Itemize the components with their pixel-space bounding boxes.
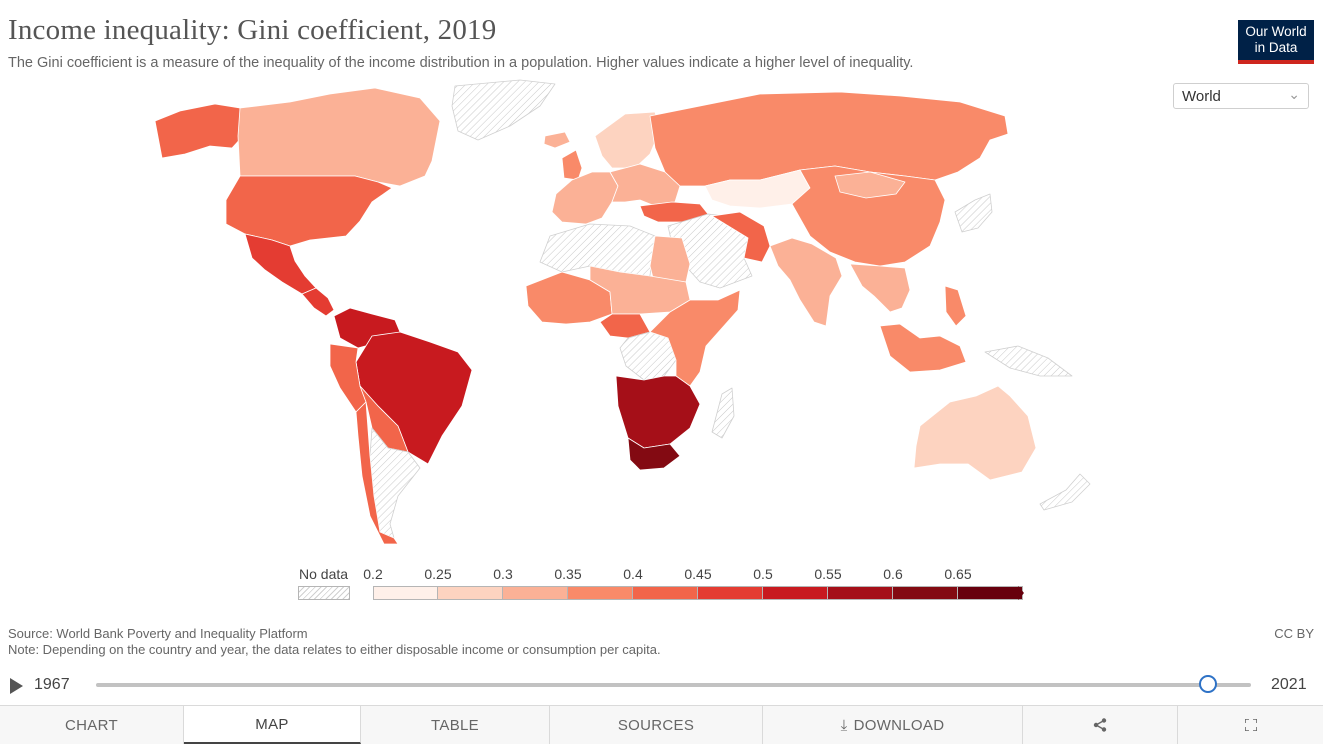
source-note: Source: World Bank Poverty and Inequalit…: [8, 626, 308, 641]
tab-download[interactable]: ⤓ DOWNLOAD: [763, 706, 1023, 744]
legend-bin-3[interactable]: [568, 586, 633, 600]
map-region-canada[interactable]: [237, 87, 441, 187]
owid-logo[interactable]: Our World in Data: [1238, 20, 1314, 64]
legend-bin-9[interactable]: [958, 586, 1023, 600]
map-region-southeast-asia[interactable]: [849, 263, 911, 313]
timeline-slider: 1967 2021: [0, 670, 1323, 700]
tab-map[interactable]: MAP: [184, 706, 361, 744]
legend-open-end-arrow: [1018, 586, 1024, 600]
world-map: [154, 79, 1091, 545]
chart-subtitle: The Gini coefficient is a measure of the…: [8, 55, 914, 71]
legend-bin-1[interactable]: [438, 586, 503, 600]
map-region-iran[interactable]: [711, 211, 771, 263]
region-select[interactable]: World ⌄: [1173, 83, 1309, 109]
map-legend: No data 0.2 0.25 0.3 0.35 0.4 0.45 0.5 0.55 0.6 0…: [0, 562, 1323, 607]
legend-tick-label: 0.6: [883, 566, 903, 582]
map-region-indonesia[interactable]: [879, 323, 967, 373]
map-region-australia[interactable]: [913, 385, 1037, 481]
map-region-greenland[interactable]: [451, 79, 556, 141]
tab-chart[interactable]: CHART: [0, 706, 184, 744]
timeline-handle[interactable]: [1199, 675, 1218, 693]
map-region-india[interactable]: [769, 237, 843, 327]
tab-download-label: DOWNLOAD: [853, 716, 945, 734]
legend-tick-label: 0.25: [424, 566, 452, 582]
legend-tick-label: 0.2: [363, 566, 383, 582]
download-icon: ⤓: [840, 716, 848, 734]
timeline-start-year: 1967: [34, 676, 70, 693]
map-region-japan-korea[interactable]: [954, 193, 993, 233]
map-region-south-africa[interactable]: [627, 437, 681, 471]
legend-bin-5[interactable]: [698, 586, 763, 600]
chevron-down-icon: ⌄: [1288, 86, 1300, 102]
legend-tick-label: 0.35: [554, 566, 582, 582]
license-link[interactable]: CC BY: [1274, 626, 1314, 641]
legend-bin-4[interactable]: [633, 586, 698, 600]
map-region-drc[interactable]: [619, 331, 677, 381]
footer-notes: Source: World Bank Poverty and Inequalit…: [8, 626, 661, 658]
map-region-philippines[interactable]: [944, 285, 967, 327]
legend-bin-8[interactable]: [893, 586, 958, 600]
play-icon[interactable]: [10, 678, 23, 694]
map-region-usa[interactable]: [225, 175, 393, 247]
data-note: Note: Depending on the country and year,…: [8, 642, 661, 657]
logo-line-1: Our World: [1245, 24, 1307, 39]
map-region-china[interactable]: [791, 165, 946, 267]
legend-tick-label: 0.3: [493, 566, 513, 582]
legend-no-data-swatch[interactable]: [298, 586, 350, 600]
map-region-alaska[interactable]: [154, 103, 244, 159]
chart-title: Income inequality: Gini coefficient, 201…: [8, 14, 497, 46]
tab-sources[interactable]: SOURCES: [550, 706, 763, 744]
map-region-scandinavia[interactable]: [594, 111, 661, 169]
map-region-madagascar[interactable]: [711, 387, 735, 439]
region-select-value: World: [1182, 88, 1221, 105]
timeline-track[interactable]: [96, 683, 1251, 687]
map-region-mongolia[interactable]: [834, 171, 906, 199]
share-button[interactable]: [1023, 706, 1178, 744]
legend-tick-label: 0.65: [944, 566, 972, 582]
fullscreen-icon: [1244, 719, 1257, 731]
map-region-iceland[interactable]: [543, 131, 571, 149]
map-region-new-zealand[interactable]: [1039, 473, 1091, 511]
legend-tick-label: 0.45: [684, 566, 712, 582]
legend-tick-label: 0.55: [814, 566, 842, 582]
legend-bin-2[interactable]: [503, 586, 568, 600]
map-region-central-america[interactable]: [301, 287, 335, 317]
map-region-western-europe[interactable]: [551, 171, 619, 225]
legend-no-data-label: No data: [299, 566, 349, 582]
map-region-chile[interactable]: [355, 401, 399, 545]
tab-table[interactable]: TABLE: [361, 706, 550, 744]
map-region-east-africa[interactable]: [649, 289, 741, 387]
legend-bin-7[interactable]: [828, 586, 893, 600]
map-region-mexico[interactable]: [244, 233, 317, 295]
share-icon: [1093, 718, 1107, 732]
legend-bin-6[interactable]: [763, 586, 828, 600]
legend-bin-0[interactable]: [373, 586, 438, 600]
logo-line-2: in Data: [1254, 40, 1298, 55]
map-region-uk[interactable]: [561, 149, 583, 181]
timeline-end-year: 2021: [1271, 676, 1307, 693]
legend-tick-label: 0.4: [623, 566, 643, 582]
fullscreen-button[interactable]: [1178, 706, 1323, 744]
map-region-papua[interactable]: [984, 345, 1073, 377]
tab-bar: CHART MAP TABLE SOURCES ⤓ DOWNLOAD: [0, 705, 1323, 744]
map-region-west-africa[interactable]: [525, 271, 613, 325]
map-region-southern-africa[interactable]: [615, 375, 701, 449]
legend-tick-label: 0.5: [753, 566, 773, 582]
legend-color-scale: [373, 586, 1023, 600]
